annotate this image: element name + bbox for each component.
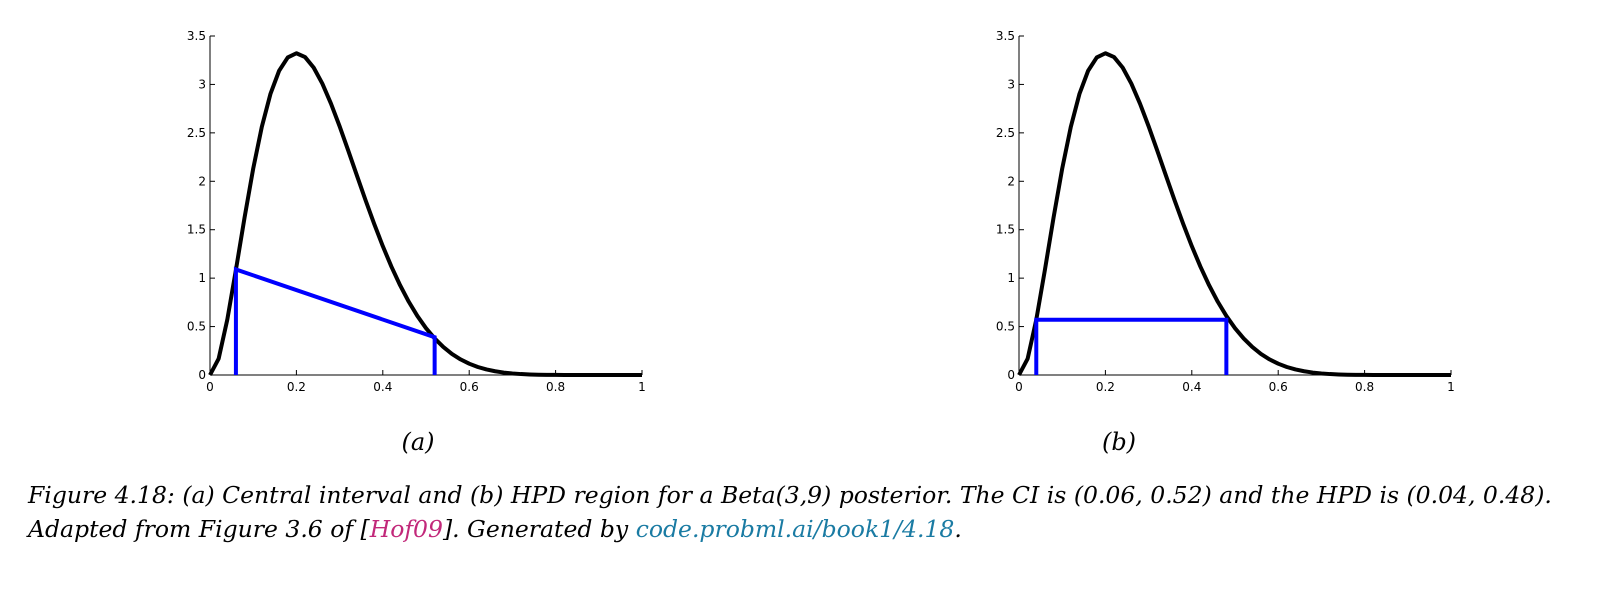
chart-b: 0 0.5 1 1.5 2 2.5 3 3.5 0 0.2 0.4 0.6 0.8 1 — [996, 29, 1455, 394]
y-tick-label: 3 — [198, 77, 206, 91]
y-tick-label: 1.5 — [187, 223, 206, 237]
central-interval-line — [233, 266, 437, 375]
y-tick-label: 1.5 — [996, 223, 1015, 237]
y-tick-label: 2.5 — [187, 126, 206, 140]
panel-label-a: (a) — [401, 428, 435, 456]
y-tick-label: 3.5 — [187, 29, 206, 43]
y-tick-label: 0.5 — [996, 320, 1015, 334]
x-tick-label: 0.2 — [1096, 380, 1115, 394]
y-tick-label: 2 — [1007, 174, 1015, 188]
x-tick-label: 0.2 — [287, 380, 306, 394]
y-tick-label: 0 — [198, 368, 206, 382]
caption-text-3: . — [954, 515, 962, 543]
x-tick-label: 0.6 — [1269, 380, 1288, 394]
y-tick-label: 3.5 — [996, 29, 1015, 43]
hpd-region-line — [1034, 317, 1229, 375]
density-curve — [1017, 51, 1451, 377]
y-tick-label: 2 — [198, 174, 206, 188]
x-tick-label: 1 — [638, 380, 646, 394]
y-tick-label: 1 — [1007, 271, 1015, 285]
y-tick-label: 3 — [1007, 77, 1015, 91]
y-tick-label: 2.5 — [996, 126, 1015, 140]
x-tick-label: 0 — [206, 380, 214, 394]
x-tick-label: 0.6 — [460, 380, 479, 394]
chart-a: 0 0.5 1 1.5 2 2.5 3 3.5 0 0.2 0.4 0.6 0.8 1 — [187, 29, 646, 394]
x-tick-label: 0.4 — [1182, 380, 1201, 394]
caption-text-2: ]. Generated by — [442, 515, 636, 543]
x-tick-label: 0.8 — [1355, 380, 1374, 394]
caption-text: Figure 4.18: (a) Central interval and (b… — [28, 481, 1552, 543]
panel-label-b: (b) — [1101, 428, 1137, 456]
x-tick-label: 1 — [1447, 380, 1455, 394]
figure-caption: Figure 4.18: (a) Central interval and (b… — [28, 478, 1598, 546]
y-tick-label: 0 — [1007, 368, 1015, 382]
density-curve — [208, 51, 642, 377]
code-link[interactable]: code.probml.ai/book1/4.18 — [635, 515, 955, 543]
y-tick-label: 0.5 — [187, 320, 206, 334]
x-tick-label: 0 — [1015, 380, 1023, 394]
x-tick-label: 0.8 — [546, 380, 565, 394]
x-tick-label: 0.4 — [373, 380, 392, 394]
y-tick-label: 1 — [198, 271, 206, 285]
citation-link[interactable]: Hof09 — [369, 515, 443, 543]
